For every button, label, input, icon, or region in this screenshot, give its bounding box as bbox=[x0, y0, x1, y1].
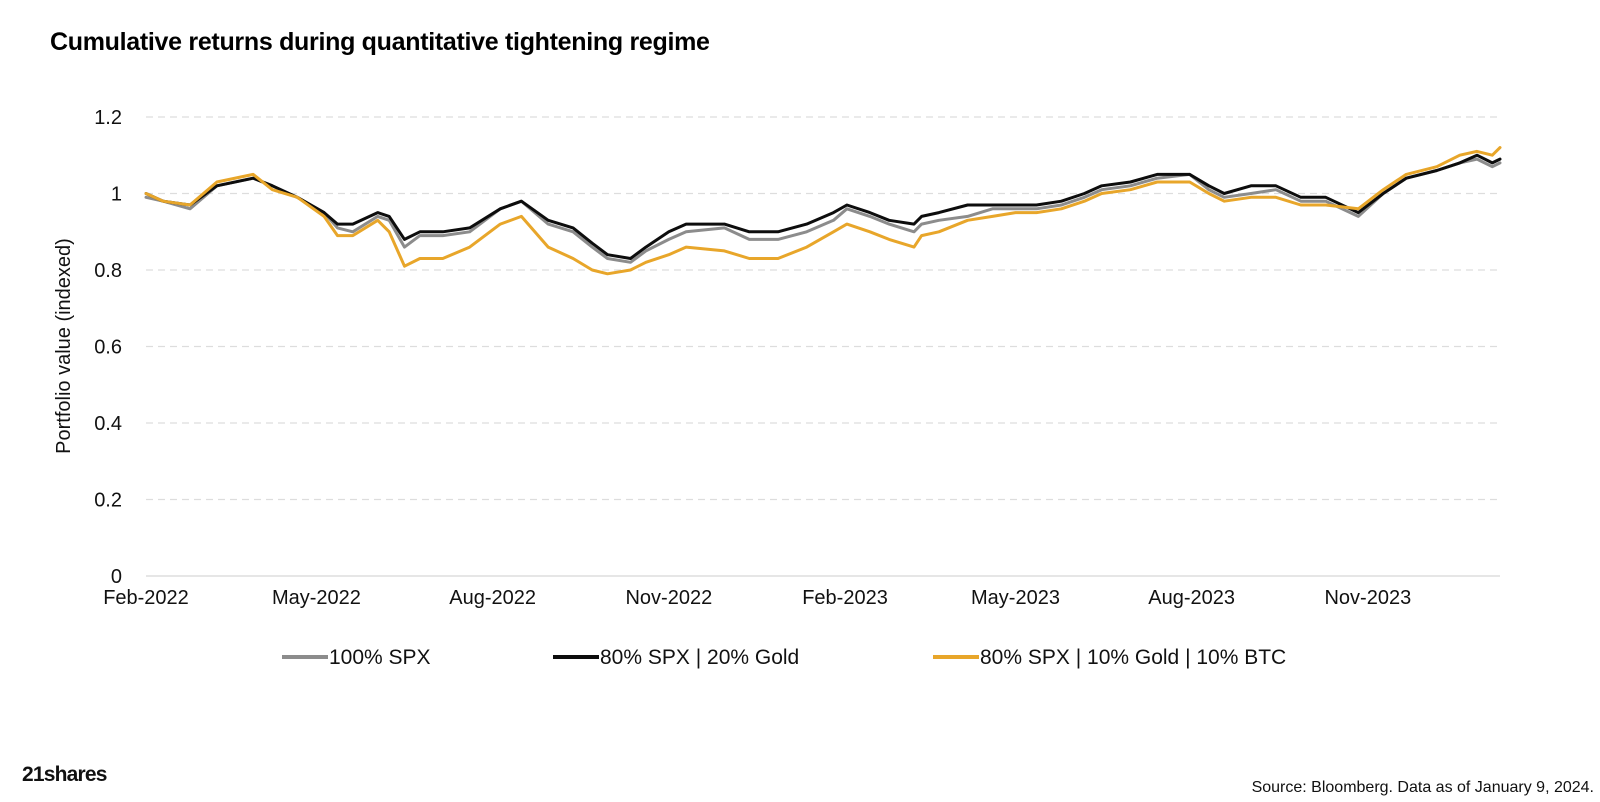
series-line bbox=[144, 157, 1502, 264]
legend-entry: 80% SPX | 20% Gold bbox=[600, 646, 799, 669]
source-note: Source: Bloomberg. Data as of January 9,… bbox=[1251, 779, 1594, 796]
gridlines bbox=[146, 116, 1500, 501]
series-line bbox=[144, 146, 1502, 276]
chart-title: Cumulative returns during quantitative t… bbox=[50, 28, 710, 56]
x-tick-label: Aug-2022 bbox=[449, 587, 536, 609]
x-tick-label: Feb-2022 bbox=[103, 587, 189, 609]
line-chart: 0 0.2 0.4 0.6 0.8 1 1.2 Feb-2022 May-2022 Aug-202… bbox=[53, 107, 1502, 669]
axes: 0 0.2 0.4 0.6 0.8 1 1.2 Feb-2022 May-2022 Aug-202… bbox=[94, 107, 1500, 609]
y-tick-label: 0.8 bbox=[94, 260, 122, 282]
x-tick-label: Nov-2022 bbox=[625, 587, 712, 609]
y-tick-label: 1.2 bbox=[94, 107, 122, 129]
y-tick-label: 0 bbox=[111, 566, 122, 588]
y-tick-label: 0.6 bbox=[94, 337, 122, 359]
series-line bbox=[144, 153, 1502, 260]
x-tick-label: Aug-2023 bbox=[1148, 587, 1235, 609]
y-tick-label: 0.2 bbox=[94, 490, 122, 512]
y-axis-label: Portfolio value (indexed) bbox=[53, 238, 75, 454]
series-lines bbox=[144, 146, 1502, 276]
x-tick-label: May-2022 bbox=[272, 587, 361, 609]
x-tick-label: Nov-2023 bbox=[1324, 587, 1411, 609]
legend-entry: 100% SPX bbox=[329, 646, 431, 669]
y-tick-label: 1 bbox=[111, 184, 122, 206]
x-tick-label: Feb-2023 bbox=[802, 587, 888, 609]
legend: 100% SPX 80% SPX | 20% Gold 80% SPX | 10% … bbox=[282, 646, 1286, 669]
legend-entry: 80% SPX | 10% Gold | 10% BTC bbox=[980, 646, 1286, 669]
x-tick-label: May-2023 bbox=[971, 587, 1060, 609]
brand-logo: 21shares bbox=[22, 763, 107, 786]
y-tick-label: 0.4 bbox=[94, 413, 122, 435]
